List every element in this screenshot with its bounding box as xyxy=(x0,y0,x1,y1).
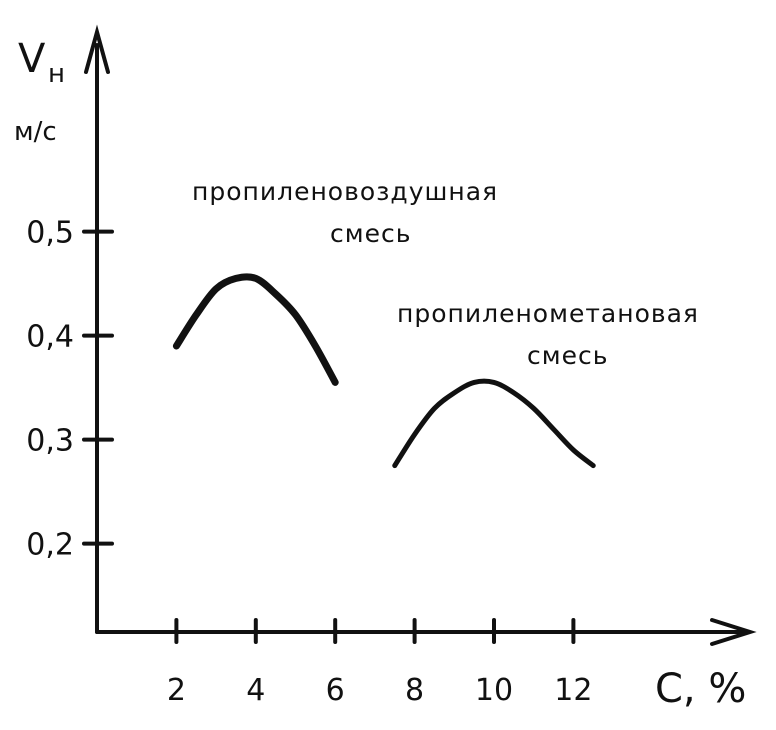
y-tick-label-0.2: 0,2 xyxy=(26,528,74,563)
y-tick-label-0.3: 0,3 xyxy=(26,424,74,459)
y-axis-title-subscript: н xyxy=(48,59,65,89)
y-ticks: 0,2 0,3 0,4 0,5 xyxy=(26,216,114,563)
y-tick-label-0.4: 0,4 xyxy=(26,320,74,355)
series-2-label-line-2: смесь xyxy=(527,341,608,370)
x-tick-label-10: 10 xyxy=(475,673,513,708)
series-1-line xyxy=(172,273,339,386)
y-tick-label-0.5: 0,5 xyxy=(26,216,74,251)
x-tick-label-2: 2 xyxy=(167,673,186,708)
series-group xyxy=(172,273,596,469)
x-ticks: 2 4 6 8 10 12 xyxy=(167,618,592,708)
x-axis-arrow xyxy=(710,618,757,646)
x-tick-label-6: 6 xyxy=(326,673,345,708)
series-2-label-line-1: пропиленометановая xyxy=(397,299,699,328)
x-tick-label-8: 8 xyxy=(405,673,424,708)
x-axis-title: C, % xyxy=(655,666,746,712)
series-1-label-line-1: пропиленовоздушная xyxy=(192,177,498,206)
y-axis-title: V xyxy=(18,36,46,82)
x-tick-label-12: 12 xyxy=(554,673,592,708)
series-1-label-line-2: смесь xyxy=(330,219,411,248)
x-tick-label-4: 4 xyxy=(246,673,265,708)
y-axis-arrow xyxy=(84,24,110,74)
y-axis-unit: м/с xyxy=(14,117,57,147)
series-2-line xyxy=(392,378,596,469)
